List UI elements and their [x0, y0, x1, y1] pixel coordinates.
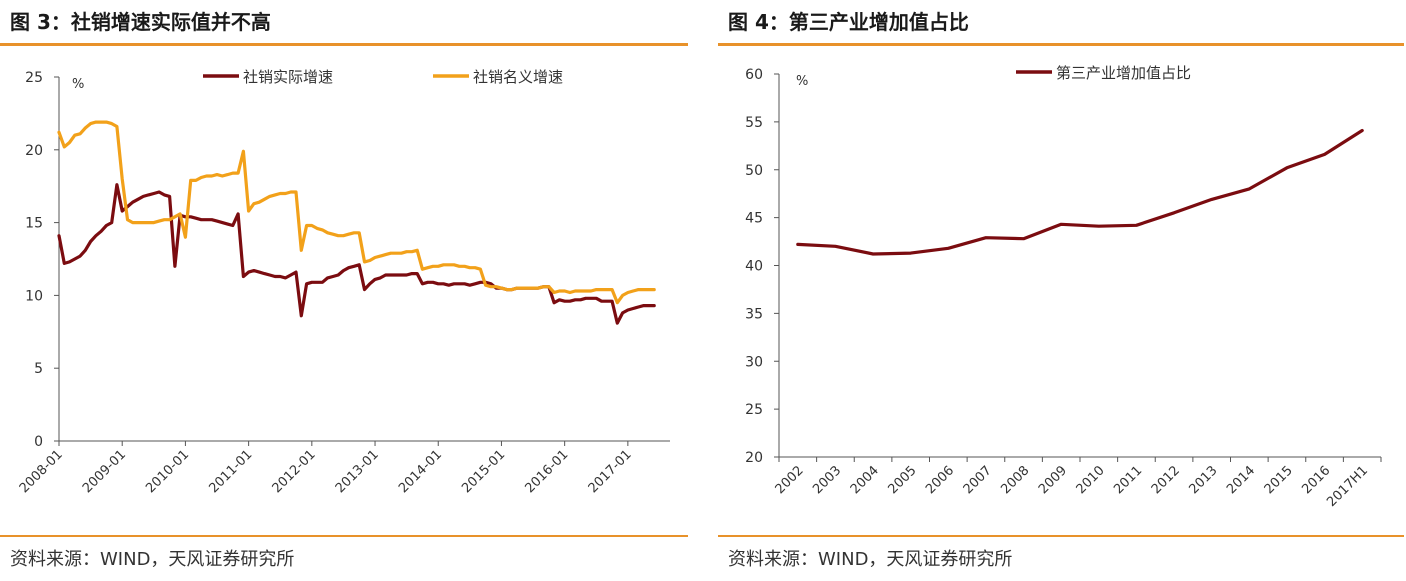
x-tick-label: 2011 — [1111, 463, 1145, 497]
source-divider — [718, 535, 1404, 537]
x-tick-label: 2009-01 — [80, 447, 129, 496]
x-tick-label: 2014 — [1224, 463, 1258, 497]
legend-label: 第三产业增加值占比 — [1056, 64, 1191, 82]
retail-sales-growth-chart: 0 5 10 15 20 25 % 2008-01 2009-01 2010-01 2011-01 2… — [17, 68, 670, 496]
y-tick-label: 30 — [745, 354, 763, 370]
title-divider — [718, 43, 1404, 46]
x-tick-label: 2008 — [998, 463, 1032, 497]
y-tick-label: 55 — [745, 115, 763, 131]
y-tick-label: 25 — [745, 402, 763, 418]
y-tick-label: 20 — [25, 143, 43, 159]
y-tick-label: 25 — [25, 70, 43, 86]
figure-3-panel: 图 3：社销增速实际值并不高 0 5 10 15 20 25% 2008-01 2009-01… — [0, 0, 690, 581]
figure-title: 图 4：第三产业增加值占比 — [728, 10, 969, 34]
x-tick-label: 2004 — [848, 463, 882, 497]
y-tick-label: 35 — [745, 306, 763, 322]
y-tick-label: 45 — [745, 211, 763, 227]
x-tick-label: 2017H1 — [1324, 463, 1371, 510]
y-tick-label: 20 — [745, 450, 763, 466]
x-tick-label: 2016 — [1299, 463, 1333, 497]
x-tick-label: 2002 — [773, 463, 807, 497]
legend-label: 社销实际增速 — [243, 68, 333, 86]
x-tick-label: 2012-01 — [270, 447, 319, 496]
x-tick-label: 2008-01 — [17, 447, 66, 496]
y-axis-unit: % — [72, 77, 84, 92]
series-line-tertiary-share — [796, 128, 1364, 256]
x-tick-label: 2017-01 — [586, 447, 635, 496]
x-tick-label: 2013-01 — [333, 447, 382, 496]
figure-4-panel: 图 4：第三产业增加值占比 20 25 30 35 40 45 50 55 60% 2002 200… — [718, 0, 1406, 581]
x-tick-label: 2007 — [961, 463, 995, 497]
x-tick-label: 2012 — [1149, 463, 1183, 497]
y-tick-label: 60 — [745, 67, 763, 83]
x-tick-label: 2009 — [1036, 463, 1070, 497]
y-tick-label: 50 — [745, 163, 763, 179]
x-tick-label: 2014-01 — [396, 447, 445, 496]
x-tick-label: 2010 — [1074, 463, 1108, 497]
x-tick-label: 2016-01 — [522, 447, 571, 496]
y-tick-label: 0 — [34, 434, 43, 450]
x-tick-label: 2010-01 — [143, 447, 192, 496]
y-axis-unit: % — [796, 74, 808, 89]
x-tick-label: 2011-01 — [206, 447, 255, 496]
source-note: 资料来源：WIND，天风证券研究所 — [728, 549, 1013, 570]
x-tick-label: 2013 — [1187, 463, 1221, 497]
series-line-real-growth — [57, 183, 656, 325]
figure-title: 图 3：社销增速实际值并不高 — [10, 10, 271, 34]
series-line-nominal-growth — [57, 120, 656, 305]
x-tick-label: 2003 — [810, 463, 844, 497]
source-divider — [0, 535, 688, 537]
legend-label: 社销名义增速 — [473, 68, 563, 86]
y-tick-label: 10 — [25, 288, 43, 304]
x-tick-label: 2006 — [923, 463, 957, 497]
y-tick-label: 40 — [745, 259, 763, 275]
title-divider — [0, 43, 688, 46]
x-tick-label: 2015 — [1262, 463, 1296, 497]
y-tick-label: 15 — [25, 216, 43, 232]
x-tick-label: 2005 — [886, 463, 920, 497]
y-tick-label: 5 — [34, 361, 43, 377]
x-tick-label: 2015-01 — [459, 447, 508, 496]
source-note: 资料来源：WIND，天风证券研究所 — [10, 549, 295, 570]
